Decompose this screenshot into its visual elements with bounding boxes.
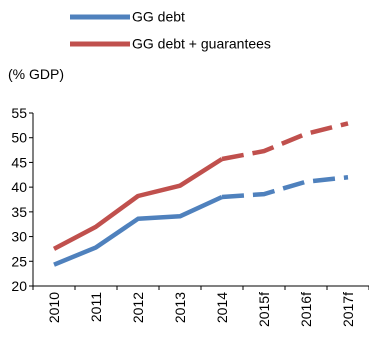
y-axis-ticks: 20 25 30 35 40 45 50 55 — [11, 105, 33, 294]
series-line-gg-debt-forecast — [221, 175, 349, 200]
legend-label-gg-debt: GG debt — [132, 9, 185, 25]
x-tick-label: 2016f — [298, 292, 314, 327]
y-tick-label: 30 — [11, 229, 27, 245]
legend: GG debt GG debt + guarantees — [70, 9, 271, 52]
x-tick-label: 2015f — [256, 292, 272, 327]
y-tick-label: 45 — [11, 154, 27, 170]
x-tick-label: 2017f — [340, 292, 356, 327]
y-tick-label: 20 — [11, 278, 27, 294]
x-tick-label: 2010 — [46, 292, 62, 323]
y-tick-label: 25 — [11, 253, 27, 269]
y-tick-label: 50 — [11, 130, 27, 146]
x-tick-label: 2012 — [130, 292, 146, 323]
x-tick-label: 2013 — [172, 292, 188, 323]
y-tick-label: 55 — [11, 105, 27, 121]
series-line-gg-debt-guarantees-forecast — [221, 121, 349, 162]
x-axis-ticks: 2010 2011 2012 2013 2014 2015f 2016f 2017f — [32, 286, 369, 327]
x-tick-label: 2014 — [214, 292, 230, 323]
series-line-gg-debt-actual — [53, 194, 223, 267]
y-tick-label: 35 — [11, 204, 27, 220]
y-tick-label: 40 — [11, 179, 27, 195]
x-tick-label: 2011 — [88, 292, 104, 322]
series-layer — [52, 121, 349, 267]
unit-label: (% GDP) — [8, 66, 64, 82]
legend-label-gg-debt-guarantees: GG debt + guarantees — [132, 36, 271, 52]
series-line-gg-debt-guarantees-actual — [52, 157, 224, 251]
